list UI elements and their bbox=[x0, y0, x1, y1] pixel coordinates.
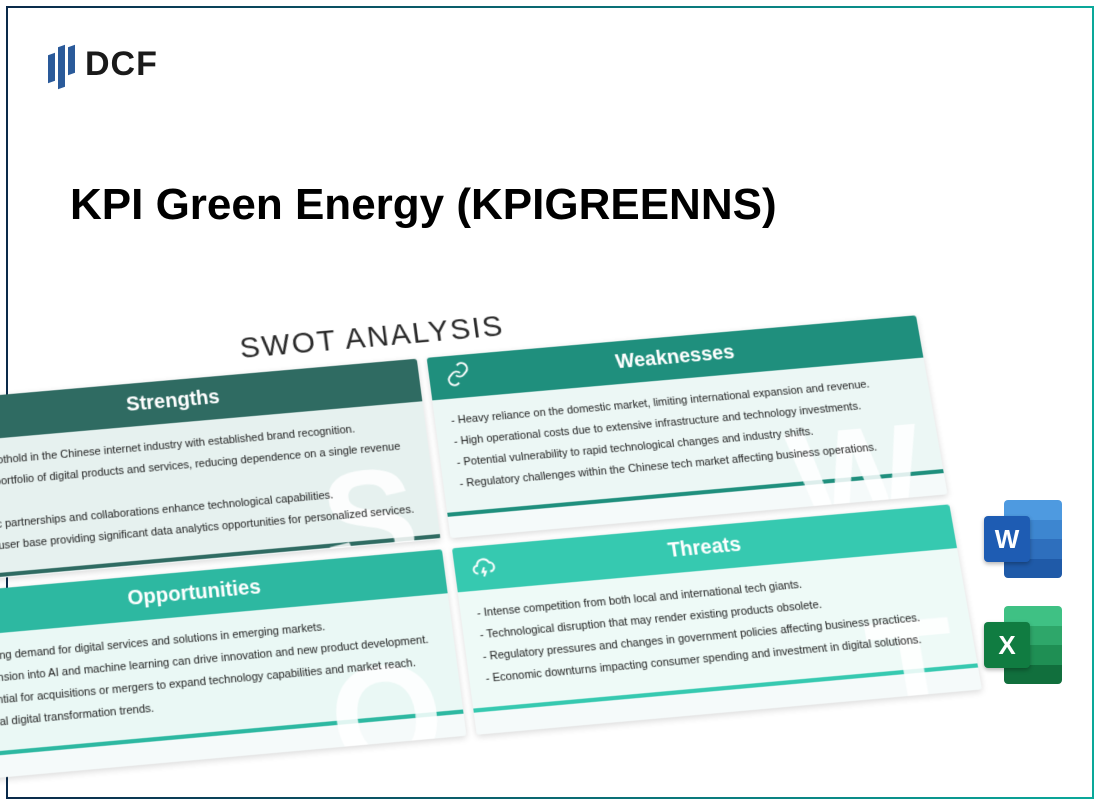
link-icon bbox=[443, 360, 473, 394]
excel-letter: X bbox=[984, 622, 1030, 668]
swot-card-weaknesses: Weaknesses W - Heavy reliance on the dom… bbox=[427, 315, 948, 538]
word-letter: W bbox=[984, 516, 1030, 562]
swot-card-title: Weaknesses bbox=[614, 341, 736, 374]
file-type-icons: W X bbox=[984, 500, 1062, 684]
swot-card-title: Strengths bbox=[125, 386, 221, 417]
logo-bars-icon bbox=[48, 40, 75, 88]
swot-card-title: Opportunities bbox=[126, 576, 262, 611]
swot-card-title: Threats bbox=[666, 533, 742, 563]
logo: DCF bbox=[48, 40, 158, 88]
excel-icon: X bbox=[984, 606, 1062, 684]
logo-text: DCF bbox=[85, 45, 158, 84]
storm-icon bbox=[469, 550, 500, 585]
page-title: KPI Green Energy (KPIGREENNS) bbox=[70, 180, 777, 230]
swot-card-strengths: Strengths S - Strong foothold in the Chi… bbox=[0, 359, 441, 584]
word-icon: W bbox=[984, 500, 1062, 578]
